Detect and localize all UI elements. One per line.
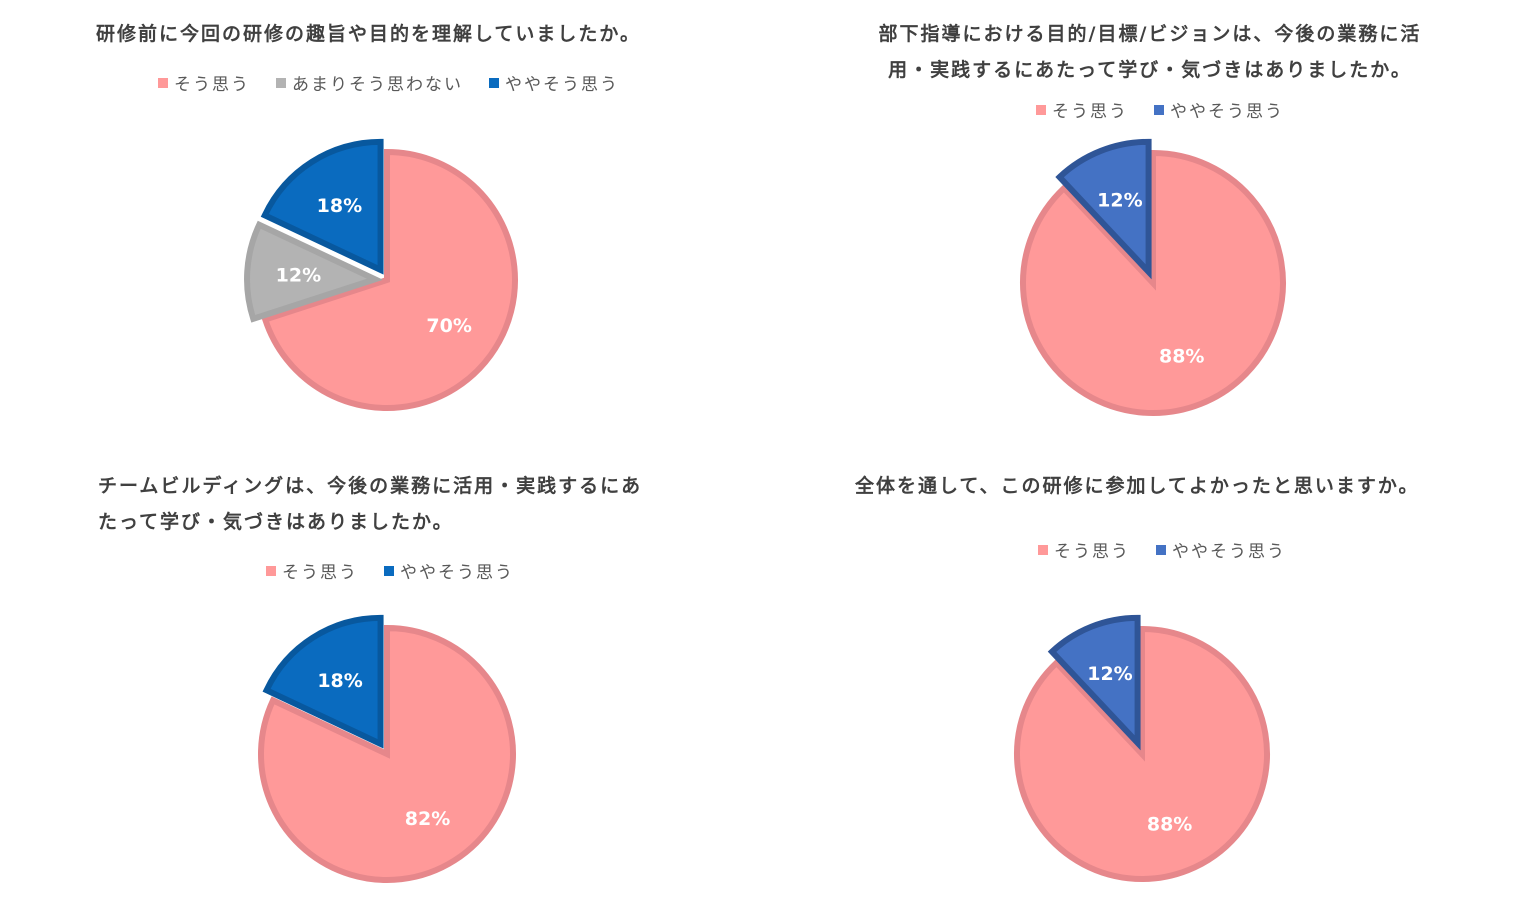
legend: そう思う ややそう思う	[1036, 97, 1284, 122]
slice-data-label: 70%	[426, 315, 471, 337]
legend-item: そう思う	[1038, 537, 1130, 562]
legend-swatch	[1154, 104, 1164, 115]
legend-item: ややそう思う	[1154, 97, 1284, 122]
legend-swatch	[1036, 104, 1046, 115]
legend-item: そう思う	[266, 558, 358, 583]
chart-title: 部下指導における目的/目標/ビジョンは、今後の業務に活 用・実践するにあたって学…	[864, 16, 1436, 88]
legend-item: ややそう思う	[489, 70, 619, 95]
pie-slice	[262, 614, 384, 749]
slice-data-label: 82%	[405, 808, 450, 830]
pie-slice	[1014, 625, 1270, 882]
legend-label: ややそう思う	[505, 75, 619, 95]
legend-swatch	[1038, 544, 1048, 555]
chart-title: 研修前に今回の研修の趣旨や目的を理解していましたか。	[96, 16, 641, 52]
pie-slice	[261, 148, 518, 411]
legend-swatch	[158, 77, 168, 88]
pie-slice	[1047, 614, 1141, 751]
pie-slice	[1020, 149, 1286, 416]
pie-slice	[260, 138, 384, 275]
slice-data-label: 12%	[276, 264, 321, 286]
chart-title: チームビルディングは、今後の業務に活用・実践するにあ たって学び・気づきはありま…	[98, 468, 642, 540]
slice-data-label: 88%	[1147, 814, 1192, 836]
pie-slice	[1055, 138, 1152, 280]
legend: そう思う あまりそう思わない ややそう思う	[158, 70, 619, 95]
pie-slice	[258, 624, 516, 883]
chart-title-line: 部下指導における目的/目標/ビジョンは、今後の業務に活	[878, 23, 1422, 45]
legend-item: ややそう思う	[384, 558, 514, 583]
legend-item: そう思う	[158, 70, 250, 95]
slice-data-label: 88%	[1159, 346, 1204, 368]
chart-title-line: 全体を通して、この研修に参加してよかったと思いますか。	[855, 475, 1420, 497]
chart-title-line: チームビルディングは、今後の業務に活用・実践するにあ	[98, 475, 643, 497]
legend: そう思う ややそう思う	[266, 558, 514, 583]
legend-label: あまりそう思わない	[292, 75, 463, 95]
legend-label: そう思う	[174, 75, 250, 95]
pie-slice	[244, 220, 384, 323]
legend-swatch	[489, 77, 499, 88]
chart-title: 全体を通して、この研修に参加してよかったと思いますか。	[855, 468, 1420, 504]
legend-item: ややそう思う	[1156, 537, 1286, 562]
slice-data-label: 12%	[1087, 663, 1132, 685]
legend-swatch	[276, 77, 286, 88]
slice-data-label: 18%	[317, 195, 362, 217]
legend-label: ややそう思う	[1170, 102, 1284, 122]
legend-label: そう思う	[1052, 102, 1128, 122]
legend-label: ややそう思う	[400, 563, 514, 583]
legend-label: そう思う	[1054, 542, 1130, 562]
legend-swatch	[384, 565, 394, 576]
legend-label: そう思う	[282, 563, 358, 583]
legend: そう思う ややそう思う	[1038, 537, 1286, 562]
legend-item: あまりそう思わない	[276, 70, 463, 95]
legend-swatch	[266, 565, 276, 576]
legend-label: ややそう思う	[1172, 542, 1286, 562]
legend-swatch	[1156, 544, 1166, 555]
legend-item: そう思う	[1036, 97, 1128, 122]
slice-data-label: 12%	[1097, 189, 1142, 211]
slice-data-label: 18%	[317, 670, 362, 692]
chart-title-line: 用・実践するにあたって学び・気づきはありましたか。	[888, 59, 1412, 81]
chart-title-line: 研修前に今回の研修の趣旨や目的を理解していましたか。	[96, 23, 642, 45]
chart-title-line: たって学び・気づきはありましたか。	[98, 511, 454, 533]
